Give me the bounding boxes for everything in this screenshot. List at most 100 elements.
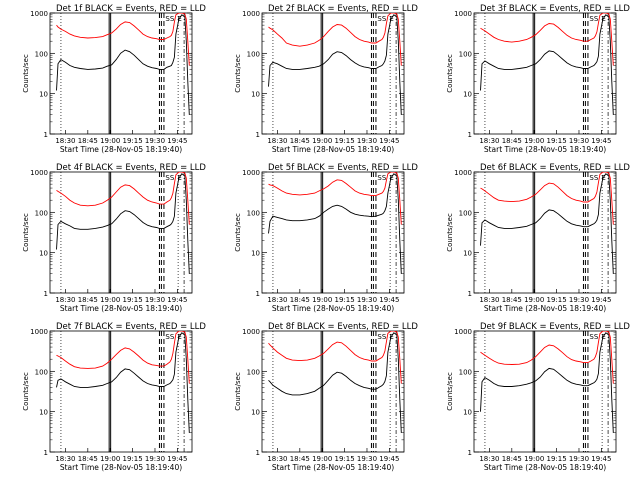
series-events xyxy=(56,332,190,433)
y-tick-label: 1000 xyxy=(30,328,48,336)
x-tick-label: 19:45 xyxy=(379,455,399,463)
x-tick-label: 19:15 xyxy=(122,455,142,463)
series-events xyxy=(480,173,614,274)
detector-panel-3: Det 3f BLACK = Events, RED = LLD 1 10 100 10… xyxy=(446,4,630,154)
x-tick-label: 19:15 xyxy=(546,296,566,304)
y-tick-label: 1 xyxy=(256,449,260,457)
x-tick-label: 18:45 xyxy=(78,296,98,304)
x-tick-label: 19:15 xyxy=(546,455,566,463)
flag-label: SS xyxy=(165,174,174,182)
plot-frame xyxy=(473,171,617,294)
y-tick-label: 1 xyxy=(256,131,260,139)
x-tick-label: 18:45 xyxy=(290,296,310,304)
x-tick-label: 19:30 xyxy=(145,296,165,304)
y-tick-label: 1000 xyxy=(242,169,260,177)
series-lld xyxy=(56,172,190,225)
y-tick-label: 1000 xyxy=(454,10,472,18)
y-axis-label: Counts/sec xyxy=(234,372,242,411)
y-axis-label: Counts/sec xyxy=(446,372,454,411)
flag-label: SS xyxy=(589,174,598,182)
x-tick-label: 18:45 xyxy=(290,137,310,145)
y-tick-label: 100 xyxy=(35,50,48,58)
x-tick-label: 18:30 xyxy=(55,137,75,145)
x-tick-label: 19:30 xyxy=(569,137,589,145)
x-tick-label: 18:45 xyxy=(78,137,98,145)
series-events xyxy=(480,14,614,115)
flag-label: SS xyxy=(377,15,386,23)
x-axis-label: Start Time (28-Nov-05 18:19:40) xyxy=(60,463,182,472)
y-tick-label: 10 xyxy=(39,409,48,417)
y-tick-label: 10 xyxy=(251,250,260,258)
x-tick-label: 19:45 xyxy=(379,137,399,145)
panel-title: Det 6f BLACK = Events, RED = LLD xyxy=(480,163,630,173)
panel-title: Det 7f BLACK = Events, RED = LLD xyxy=(56,322,206,332)
x-tick-label: 19:00 xyxy=(312,296,332,304)
y-axis-label: Counts/sec xyxy=(22,213,30,252)
x-tick-label: 19:30 xyxy=(357,137,377,145)
detector-panel-1: Det 1f BLACK = Events, RED = LLD 1 10 100 10… xyxy=(22,4,206,154)
y-tick-label: 100 xyxy=(247,50,260,58)
detector-panel-4: Det 4f BLACK = Events, RED = LLD 1 10 100 10… xyxy=(22,163,206,313)
detector-panel-2: Det 2f BLACK = Events, RED = LLD 1 10 100 10… xyxy=(234,4,418,154)
x-tick-label: 19:45 xyxy=(591,137,611,145)
plot-frame xyxy=(49,330,193,453)
x-tick-label: 18:45 xyxy=(78,455,98,463)
y-tick-label: 1000 xyxy=(454,328,472,336)
y-tick-label: 100 xyxy=(35,368,48,376)
flag-label: SS xyxy=(165,15,174,23)
plot-frame xyxy=(473,330,617,453)
y-tick-label: 10 xyxy=(39,250,48,258)
x-tick-label: 19:00 xyxy=(312,455,332,463)
y-tick-label: 1000 xyxy=(30,169,48,177)
series-lld xyxy=(56,13,190,66)
y-axis-label: Counts/sec xyxy=(446,54,454,93)
series-lld xyxy=(268,13,402,66)
y-tick-label: 100 xyxy=(247,368,260,376)
x-tick-label: 19:45 xyxy=(167,455,187,463)
detector-panel-9: Det 9f BLACK = Events, RED = LLD 1 10 100 10… xyxy=(446,322,630,472)
x-tick-label: 19:15 xyxy=(546,137,566,145)
x-tick-label: 19:45 xyxy=(167,137,187,145)
x-tick-label: 18:30 xyxy=(479,296,499,304)
flag-label: E xyxy=(177,333,181,341)
x-tick-label: 19:00 xyxy=(100,296,120,304)
x-axis-label: Start Time (28-Nov-05 18:19:40) xyxy=(272,304,394,313)
series-events xyxy=(268,173,402,274)
x-axis-label: Start Time (28-Nov-05 18:19:40) xyxy=(484,463,606,472)
x-tick-label: 19:15 xyxy=(334,137,354,145)
x-tick-label: 18:45 xyxy=(290,455,310,463)
series-events xyxy=(480,332,614,433)
x-tick-label: 19:00 xyxy=(524,296,544,304)
series-lld xyxy=(480,331,614,384)
x-tick-label: 19:00 xyxy=(524,455,544,463)
flag-label: E xyxy=(389,333,393,341)
series-lld xyxy=(268,331,402,384)
detector-panel-6: Det 6f BLACK = Events, RED = LLD 1 10 100 10… xyxy=(446,163,630,313)
y-tick-label: 10 xyxy=(39,91,48,99)
series-events xyxy=(56,14,190,115)
x-tick-label: 18:30 xyxy=(55,296,75,304)
flag-label: SS xyxy=(165,333,174,341)
flag-label: SS xyxy=(589,333,598,341)
y-tick-label: 100 xyxy=(247,209,260,217)
flag-label: E xyxy=(601,333,605,341)
x-axis-label: Start Time (28-Nov-05 18:19:40) xyxy=(60,145,182,154)
y-axis-label: Counts/sec xyxy=(234,213,242,252)
y-tick-label: 1 xyxy=(468,290,472,298)
x-tick-label: 18:30 xyxy=(479,137,499,145)
x-tick-label: 19:15 xyxy=(122,296,142,304)
x-axis-label: Start Time (28-Nov-05 18:19:40) xyxy=(484,145,606,154)
series-events xyxy=(56,173,190,274)
detector-panel-5: Det 5f BLACK = Events, RED = LLD 1 10 100 10… xyxy=(234,163,418,313)
x-tick-label: 18:30 xyxy=(267,455,287,463)
plot-frame xyxy=(473,12,617,135)
x-tick-label: 19:00 xyxy=(100,137,120,145)
x-tick-label: 19:30 xyxy=(569,455,589,463)
y-tick-label: 1000 xyxy=(242,328,260,336)
x-tick-label: 19:45 xyxy=(591,296,611,304)
plot-frame xyxy=(261,12,405,135)
x-tick-label: 19:15 xyxy=(122,137,142,145)
panel-title: Det 4f BLACK = Events, RED = LLD xyxy=(56,163,206,173)
y-tick-label: 1000 xyxy=(454,169,472,177)
